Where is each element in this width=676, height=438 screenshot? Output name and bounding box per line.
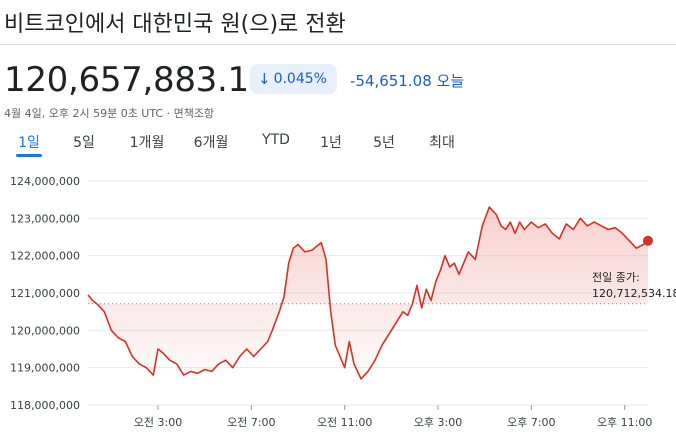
change-value: -54,651.08 [350, 72, 432, 90]
timestamp-disclaimer: 4월 4일, 오후 2시 59분 0초 UTC · 면책조항 [4, 107, 215, 120]
x-tick-label: 오후 3:00 [414, 416, 462, 429]
x-tick-label: 오전 3:00 [134, 416, 182, 429]
previous-close-value: 120,712,534.18 [592, 287, 676, 300]
tab-1-day[interactable]: 1일 [18, 135, 40, 151]
change-percent-badge: ↓ 0.045% [250, 64, 337, 94]
time-range-tabs: 1일 5일 1개월 6개월 YTD 1년 5년 최대 [0, 128, 676, 158]
tab-5-days[interactable]: 5일 [73, 135, 95, 151]
change-percent: 0.045% [273, 71, 327, 87]
x-tick-label: 오전 11:00 [317, 416, 372, 429]
y-tick-label: 119,000,000 [10, 362, 80, 375]
y-tick-label: 121,000,000 [10, 287, 80, 300]
tab-6-months[interactable]: 6개월 [193, 135, 229, 151]
tab-1-month[interactable]: 1개월 [129, 135, 165, 151]
price-area-fill [88, 207, 648, 379]
y-tick-label: 120,000,000 [10, 324, 80, 337]
tab-max[interactable]: 최대 [429, 135, 455, 151]
tab-ytd[interactable]: YTD [262, 132, 290, 148]
page-title: 비트코인에서 대한민국 원(으)로 전환 [4, 12, 346, 37]
current-price: 120,657,883.10 [4, 60, 271, 100]
change-summary: -54,651.08 오늘 [350, 70, 464, 91]
tab-1-year[interactable]: 1년 [320, 135, 342, 151]
change-period: 오늘 [436, 72, 465, 90]
previous-close-label: 전일 종가: [592, 270, 640, 284]
tab-5-years[interactable]: 5년 [373, 135, 395, 151]
price-chart[interactable]: 124,000,000 123,000,000 122,000,000 121,000… [0, 160, 676, 438]
y-tick-label: 124,000,000 [10, 175, 80, 188]
y-tick-label: 122,000,000 [10, 250, 80, 263]
arrow-down-icon: ↓ [258, 70, 271, 88]
header-divider [0, 44, 676, 45]
price-line [87, 206, 649, 380]
current-price-marker [643, 235, 653, 246]
x-tick-label: 오후 7:00 [507, 416, 555, 429]
y-tick-label: 123,000,000 [10, 212, 80, 225]
active-tab-indicator [16, 154, 42, 157]
x-tick-label: 오후 11:00 [597, 416, 652, 429]
x-tick-label: 오전 7:00 [227, 416, 275, 429]
y-tick-label: 118,000,000 [10, 399, 80, 412]
